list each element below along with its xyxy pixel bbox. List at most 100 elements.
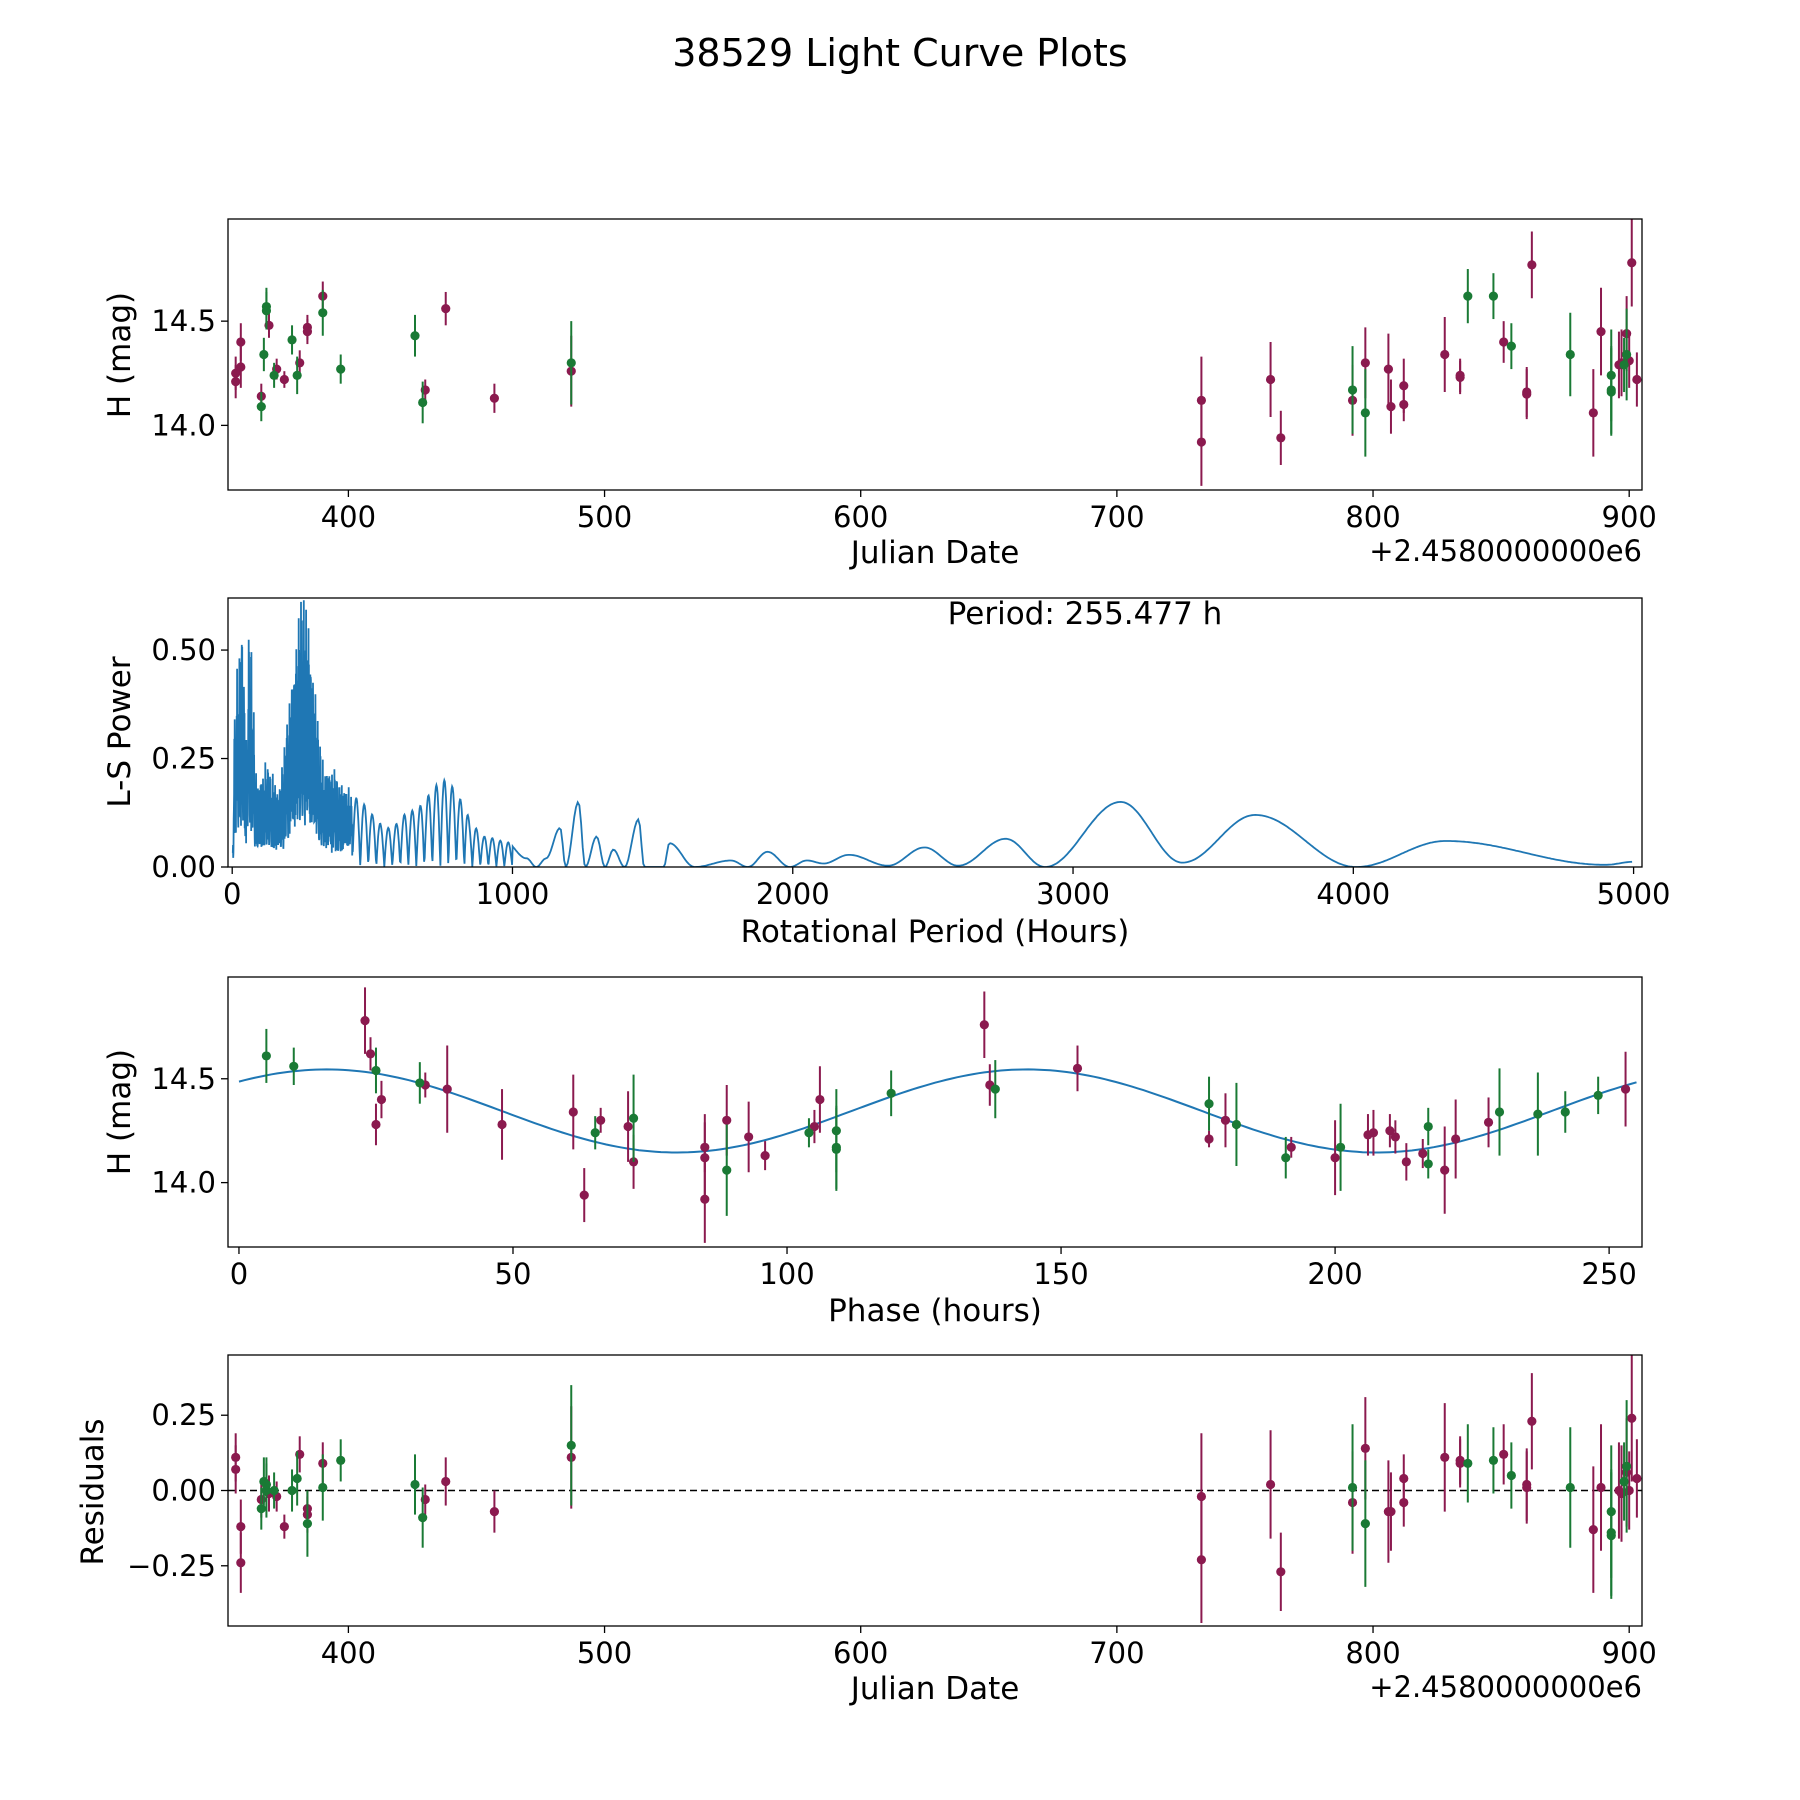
data-marker: [1494, 1107, 1505, 1117]
data-point: [1401, 1143, 1411, 1181]
data-point: [990, 1060, 1000, 1119]
data-point: [700, 1155, 710, 1243]
residuals-xlabel: Julian Date: [849, 1671, 1020, 1707]
data-point: [1565, 1427, 1575, 1548]
data-point: [1527, 231, 1537, 299]
data-point: [815, 1066, 825, 1133]
data-marker: [259, 349, 269, 360]
data-marker: [261, 306, 272, 316]
data-marker: [365, 1049, 376, 1059]
data-point: [1596, 1424, 1606, 1551]
data-point: [979, 991, 989, 1058]
data-point: [1196, 356, 1207, 445]
data-point: [256, 1487, 266, 1530]
data-point: [1455, 358, 1465, 393]
ls-power-curve: [231, 600, 1633, 867]
data-point: [760, 1141, 770, 1171]
data-marker: [590, 1128, 600, 1138]
data-point: [1622, 308, 1632, 401]
data-marker: [1347, 385, 1358, 395]
plot-area: [238, 987, 1637, 1243]
data-marker: [722, 1115, 732, 1125]
x-tick-label: 0: [230, 1257, 248, 1291]
data-marker: [722, 1165, 732, 1175]
data-point: [415, 1062, 425, 1104]
data-marker: [815, 1094, 825, 1105]
data-point: [1560, 1091, 1570, 1133]
data-marker: [1399, 1497, 1409, 1508]
data-point: [231, 364, 241, 399]
phase-plot-frame: [227, 976, 1643, 1248]
data-point: [1488, 273, 1499, 320]
data-marker: [1360, 1519, 1370, 1529]
data-point: [441, 1457, 451, 1506]
data-marker: [1606, 387, 1616, 397]
y-tick-label: 14.0: [151, 408, 216, 442]
data-marker: [415, 1078, 425, 1088]
data-point: [1606, 1472, 1616, 1599]
data-marker: [1265, 374, 1276, 385]
data-marker: [744, 1132, 754, 1142]
data-marker: [579, 1190, 589, 1200]
data-marker: [376, 1094, 387, 1105]
model-fit-curve: [238, 1068, 1637, 1154]
data-point: [441, 291, 451, 326]
data-point: [289, 1047, 299, 1085]
data-point: [1494, 1068, 1505, 1156]
y-tick-label: 0.50: [151, 633, 216, 667]
data-point: [1565, 312, 1575, 397]
data-point: [1390, 1120, 1400, 1154]
raw-offset-label: +2.4580000000e6: [1369, 534, 1642, 568]
residuals-offset-label: +2.4580000000e6: [1369, 1670, 1642, 1704]
data-point: [302, 1490, 313, 1557]
data-point: [1220, 1093, 1231, 1148]
data-marker: [287, 1485, 297, 1496]
data-marker: [292, 1473, 302, 1484]
x-tick-label: 5000: [1597, 877, 1671, 911]
data-marker: [1527, 1416, 1537, 1426]
y-tick-label: −0.25: [127, 1549, 216, 1583]
x-tick-label: 400: [321, 500, 376, 534]
data-marker: [418, 1513, 428, 1523]
data-point: [1527, 1373, 1537, 1470]
data-marker: [302, 326, 313, 337]
data-point: [1276, 1532, 1286, 1611]
x-tick-label: 0: [223, 877, 241, 911]
data-point: [809, 1109, 820, 1144]
residuals-ylabel: Residuals: [75, 1418, 111, 1565]
data-point: [292, 356, 302, 395]
data-marker: [809, 1121, 820, 1132]
data-marker: [1560, 1107, 1570, 1117]
plot-area: [228, 1355, 1642, 1623]
data-point: [1596, 287, 1606, 376]
x-tick-label: 250: [1581, 1257, 1636, 1291]
data-marker: [336, 1455, 346, 1465]
data-marker: [489, 1506, 500, 1517]
data-marker: [804, 1128, 814, 1138]
phase-ylabel: H (mag): [102, 1049, 138, 1175]
data-marker: [1360, 408, 1370, 418]
data-point: [566, 321, 576, 405]
data-marker: [1632, 374, 1642, 385]
data-marker: [1522, 1482, 1532, 1493]
x-tick-label: 50: [495, 1257, 532, 1291]
data-marker: [1455, 1458, 1465, 1468]
x-tick-label: 800: [1345, 500, 1400, 534]
data-point: [1383, 333, 1394, 405]
data-point: [1386, 1472, 1396, 1551]
data-marker: [990, 1084, 1000, 1094]
data-point: [1499, 321, 1509, 363]
data-point: [279, 371, 289, 388]
data-point: [568, 1074, 578, 1150]
data-point: [1204, 1076, 1214, 1131]
data-marker: [1632, 1473, 1642, 1484]
data-point: [1588, 369, 1598, 457]
residual-data-marks: [228, 1355, 1642, 1623]
data-marker: [628, 1113, 639, 1123]
raw-ticks: 400 500 600 700 800 900 14.0 14.5: [151, 304, 1656, 534]
x-tick-label: 100: [759, 1257, 814, 1291]
data-point: [1281, 1136, 1291, 1179]
data-point: [1204, 1130, 1214, 1148]
data-point: [1506, 1442, 1516, 1509]
